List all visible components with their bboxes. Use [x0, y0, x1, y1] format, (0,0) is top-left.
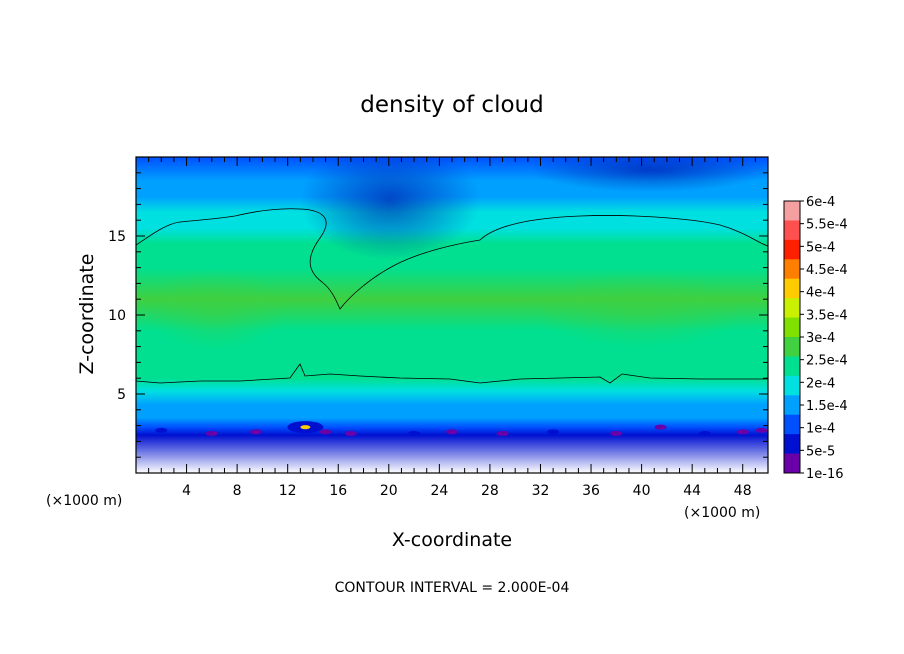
- y-tick-label: 15: [108, 229, 126, 245]
- colorbar-label: 2.5e-4: [806, 354, 848, 369]
- ground-speckle-blob: [408, 431, 421, 436]
- x-tick-label: 24: [430, 483, 448, 499]
- contour-upper: [136, 208, 768, 310]
- colorbar-label: 5e-4: [806, 240, 835, 255]
- colorbar-label: 5e-5: [806, 444, 835, 459]
- top-dark-region: [530, 157, 768, 192]
- y-axis-label: Z-coordinate: [76, 254, 98, 375]
- x-tick-label: 12: [279, 483, 297, 499]
- ground-speckle-blob: [736, 429, 749, 435]
- colorbar: 6e-4 5.5e-4 5e-4 4.5e-4 4e-4 3.5e-4 3e-4 2.5e-4…: [783, 195, 848, 482]
- x-tick-label: 48: [734, 483, 752, 499]
- colorbar-swatch: [784, 239, 800, 260]
- colorbar-label: 1e-16: [806, 467, 844, 482]
- ground-speckle-blob: [755, 427, 768, 433]
- colorbar-swatch: [784, 278, 800, 299]
- axis-ticks: [135, 156, 769, 474]
- x-tick-label: 36: [582, 483, 600, 499]
- ground-eddy-core: [300, 425, 311, 430]
- dry-intrusion: [300, 157, 480, 260]
- colorbar-swatch: [784, 337, 800, 357]
- colorbar-label: 1.5e-4: [806, 399, 848, 414]
- y-tick-label: 5: [117, 387, 126, 403]
- x-tick-label: 40: [633, 483, 651, 499]
- colorbar-swatch: [784, 434, 800, 455]
- chart-title: density of cloud: [360, 92, 543, 118]
- plot-area: [136, 157, 768, 473]
- x-tick-label: 28: [481, 483, 499, 499]
- x-tick-label: 8: [233, 483, 242, 499]
- x-tick-label: 20: [380, 483, 398, 499]
- ground-speckle: [155, 421, 768, 436]
- x-tick-label: 44: [683, 483, 701, 499]
- colorbar-label: 6e-4: [806, 195, 835, 210]
- x-tick-label: 4: [182, 483, 191, 499]
- x-tick-labels: 4 8 12 16 20 24 28 32 36 40 44 48: [182, 483, 752, 499]
- ground-speckle-blob: [496, 431, 509, 436]
- colorbar-label: 4e-4: [806, 286, 835, 301]
- colorbar-label: 1e-4: [806, 422, 835, 437]
- ground-speckle-blob: [319, 429, 332, 435]
- ground-speckle-blob: [446, 429, 458, 435]
- colorbar-swatch: [784, 414, 800, 435]
- ground-speckle-blob: [698, 431, 711, 436]
- ground-speckle-blob: [205, 431, 218, 436]
- x-tick-label: 16: [329, 483, 347, 499]
- ground-speckle-blob: [155, 427, 168, 433]
- colorbar-swatch: [784, 395, 800, 416]
- moist-core-east: [530, 272, 750, 348]
- x-axis-label: X-coordinate: [392, 529, 512, 551]
- colorbar-swatch: [784, 375, 800, 396]
- colorbar-label: 2e-4: [806, 376, 835, 391]
- colorbar-swatch: [784, 317, 800, 338]
- ground-speckle-blob: [610, 431, 623, 436]
- colorbar-swatch: [784, 298, 800, 319]
- contour-lower: [136, 363, 768, 384]
- colorbar-swatch: [784, 453, 800, 474]
- ground-speckle-blob: [547, 429, 560, 435]
- x-unit-label-right: (×1000 m): [684, 505, 760, 521]
- ground-speckle-blob: [250, 429, 263, 435]
- ground-speckle-blob: [344, 431, 357, 436]
- contour-interval-note: CONTOUR INTERVAL = 2.000E-04: [335, 580, 570, 596]
- x-tick-label: 32: [532, 483, 550, 499]
- y-tick-label: 10: [108, 308, 126, 324]
- colorbar-label: 4.5e-4: [806, 263, 848, 278]
- ground-speckle-blob: [654, 424, 667, 430]
- moist-core-west: [145, 270, 285, 350]
- colorbar-swatch: [784, 201, 800, 221]
- y-tick-labels: 5 10 15: [108, 229, 126, 403]
- colorbar-swatch: [784, 259, 800, 280]
- colorbar-label: 3e-4: [806, 331, 835, 346]
- x-unit-label-left: (×1000 m): [46, 493, 122, 509]
- colorbar-swatch: [784, 356, 800, 377]
- colorbar-swatch: [784, 220, 800, 241]
- colorbar-label: 5.5e-4: [806, 218, 848, 233]
- colorbar-label: 3.5e-4: [806, 308, 848, 323]
